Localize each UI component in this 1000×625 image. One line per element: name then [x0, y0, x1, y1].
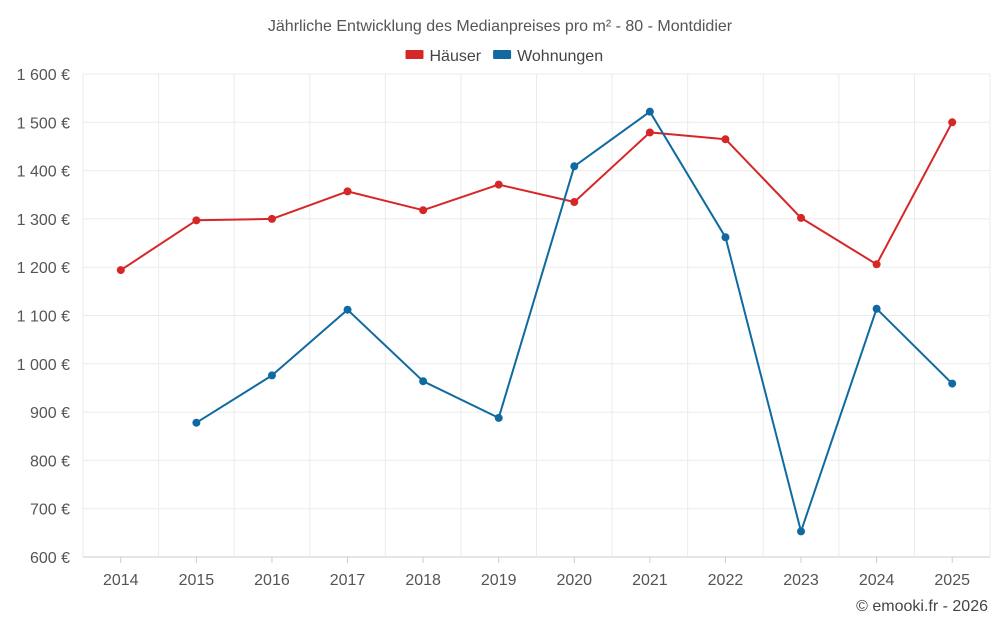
data-point-wohnungen[interactable]	[192, 418, 201, 427]
x-tick-label: 2025	[934, 572, 970, 589]
y-tick-label: 1 400 €	[17, 164, 70, 181]
series-group	[116, 107, 957, 536]
data-point-wohnungen[interactable]	[645, 107, 654, 116]
data-point-h-user[interactable]	[948, 118, 957, 127]
grid	[82, 73, 991, 558]
data-point-h-user[interactable]	[570, 197, 579, 206]
data-point-h-user[interactable]	[419, 206, 428, 215]
y-tick-label: 1 000 €	[17, 357, 70, 374]
x-tick-label: 2021	[632, 572, 668, 589]
credit-text: © emooki.fr - 2026	[856, 598, 988, 615]
y-tick-label: 600 €	[30, 550, 70, 567]
data-point-h-user[interactable]	[872, 260, 881, 269]
data-point-wohnungen[interactable]	[797, 527, 806, 536]
data-point-h-user[interactable]	[267, 214, 276, 223]
y-tick-label: 1 100 €	[17, 309, 70, 326]
y-tick-label: 1 600 €	[17, 67, 70, 84]
x-tick-label: 2022	[708, 572, 744, 589]
x-tick-label: 2019	[481, 572, 517, 589]
y-tick-label: 800 €	[30, 453, 70, 470]
data-point-wohnungen[interactable]	[570, 162, 579, 171]
legend-label-h-user[interactable]: Häuser	[430, 48, 482, 65]
series-line-h-user	[120, 121, 954, 271]
data-point-wohnungen[interactable]	[948, 379, 957, 388]
data-point-wohnungen[interactable]	[721, 233, 730, 242]
legend-label-wohnungen[interactable]: Wohnungen	[517, 48, 603, 65]
y-axis: 600 € 700 € 800 € 900 € 1 000 € 1 100 € 1 200 …	[17, 67, 70, 567]
x-tick-label: 2014	[103, 572, 139, 589]
data-point-h-user[interactable]	[797, 213, 806, 222]
x-tick-label: 2023	[783, 572, 819, 589]
data-point-h-user[interactable]	[645, 128, 654, 137]
x-tick-label: 2017	[330, 572, 366, 589]
x-tick-label: 2018	[405, 572, 441, 589]
x-tick-label: 2015	[179, 572, 215, 589]
data-point-h-user[interactable]	[116, 266, 125, 275]
data-point-h-user[interactable]	[343, 187, 352, 196]
y-tick-label: 1 200 €	[17, 260, 70, 277]
data-point-wohnungen[interactable]	[267, 371, 276, 380]
data-point-h-user[interactable]	[721, 135, 730, 144]
y-tick-label: 1 300 €	[17, 212, 70, 229]
x-axis: 2014 2015 2016 2017 2018 2019 2020 2021 2022 2023…	[103, 557, 970, 589]
data-point-wohnungen[interactable]	[343, 305, 352, 314]
y-tick-label: 900 €	[30, 405, 70, 422]
x-tick-label: 2024	[859, 572, 895, 589]
x-tick-label: 2016	[254, 572, 290, 589]
chart-title: Jährliche Entwicklung des Medianpreises …	[268, 18, 733, 35]
y-tick-label: 1 500 €	[17, 115, 70, 132]
legend-swatch-h-user	[405, 50, 424, 59]
data-point-wohnungen[interactable]	[494, 413, 503, 422]
data-point-wohnungen[interactable]	[872, 304, 881, 313]
legend: Häuser Wohnungen	[405, 48, 603, 65]
data-point-h-user[interactable]	[192, 216, 201, 225]
legend-swatch-wohnungen	[493, 50, 512, 59]
data-point-h-user[interactable]	[494, 180, 503, 189]
data-point-wohnungen[interactable]	[419, 377, 428, 386]
y-tick-label: 700 €	[30, 502, 70, 519]
x-tick-label: 2020	[556, 572, 592, 589]
